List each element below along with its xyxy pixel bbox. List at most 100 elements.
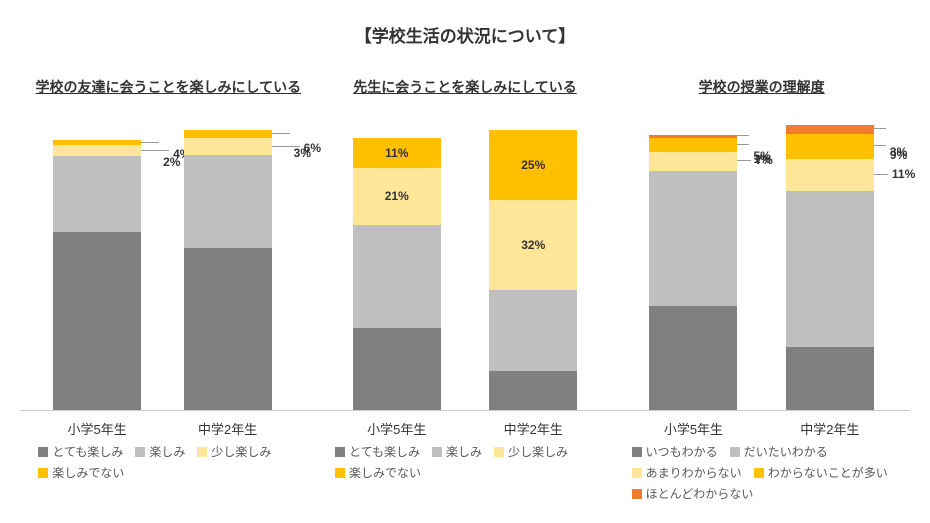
x-axis: 小学5年生 中学2年生	[20, 411, 317, 437]
panel-title: 先生に会うことを楽しみにしている	[353, 65, 577, 109]
legend-swatch	[38, 468, 48, 478]
segment-label: 1%	[753, 152, 770, 166]
x-axis: 小学5年生 中学2年生	[317, 411, 614, 437]
bar-segment	[786, 159, 874, 190]
legend-item: 少し楽しみ	[197, 443, 271, 460]
x-axis: 小学5年生中学2年生	[613, 411, 910, 437]
bar-segment	[184, 155, 272, 247]
callout-line	[874, 128, 886, 129]
legend-label: 少し楽しみ	[508, 443, 568, 460]
legend-item: 楽しみでない	[335, 464, 421, 481]
legend-item: 楽しみ	[432, 443, 482, 460]
bar-segment	[353, 225, 441, 328]
callout-line	[272, 133, 290, 134]
callout-line	[737, 160, 751, 161]
panel-title: 学校の友達に会うことを楽しみにしている	[36, 65, 302, 109]
chart-panel: 学校の授業の理解度7%5%1%11%9%3%小学5年生中学2年生いつもわかるだい…	[613, 65, 910, 502]
legend-swatch	[135, 447, 145, 457]
bar-segment: 11%	[353, 138, 441, 168]
segment-label: 32%	[521, 238, 545, 252]
legend-swatch	[632, 489, 642, 499]
bar-segment	[489, 290, 577, 371]
legend-label: 少し楽しみ	[211, 443, 271, 460]
bar-segment	[649, 306, 737, 411]
bar-segment	[489, 371, 577, 410]
legend-item: 少し楽しみ	[494, 443, 568, 460]
x-axis-label: 中学2年生	[800, 419, 859, 438]
legend-item: あまりわからない	[632, 464, 742, 481]
segment-label: 3%	[294, 146, 311, 160]
bar-segment	[184, 248, 272, 410]
legend-label: だいたいわかる	[744, 443, 828, 460]
x-axis-label: 小学5年生	[68, 419, 127, 438]
bar-segment	[649, 171, 737, 306]
segment-label: 25%	[521, 158, 545, 172]
callout-line	[737, 144, 749, 145]
bar-segment	[786, 125, 874, 134]
callout-line	[141, 150, 169, 151]
legend-item: 楽しみ	[135, 443, 185, 460]
bar: 32% 25%	[489, 130, 577, 410]
callout-line	[874, 174, 888, 175]
bar-segment	[786, 134, 874, 160]
legend-label: わからないことが多い	[768, 464, 888, 481]
legend: とても楽しみ楽しみ 少し楽しみ楽しみでない	[28, 443, 308, 481]
legend-item: わからないことが多い	[754, 464, 888, 481]
bar-segment	[53, 140, 141, 145]
chart-panel: 学校の友達に会うことを楽しみにしている 4%2% 6%3% 小学5年生 中学2年生とても…	[20, 65, 317, 502]
chart-panel: 先生に会うことを楽しみにしている 21% 11% 32% 25% 小学5年生 中学2年生とて…	[317, 65, 614, 502]
bar-segment: 21%	[353, 168, 441, 225]
bar-segment: 25%	[489, 130, 577, 200]
legend-swatch	[38, 447, 48, 457]
legend-swatch	[494, 447, 504, 457]
bar-segment	[649, 135, 737, 138]
bar-segment	[53, 145, 141, 156]
bar-segment	[353, 328, 441, 410]
chart-area: 4%2% 6%3%	[20, 121, 317, 411]
panel-title: 学校の授業の理解度	[699, 65, 825, 109]
x-axis-label: 中学2年生	[198, 419, 257, 438]
x-axis-label: 中学2年生	[504, 419, 563, 438]
bar-segment	[786, 347, 874, 410]
legend-item: だいたいわかる	[730, 443, 828, 460]
callout-line	[737, 135, 749, 136]
legend-item: 楽しみでない	[38, 464, 124, 481]
legend-label: とても楽しみ	[52, 443, 123, 460]
legend-label: あまりわからない	[646, 464, 742, 481]
bar-segment	[53, 156, 141, 232]
legend-label: いつもわかる	[646, 443, 718, 460]
x-axis-label: 小学5年生	[367, 419, 426, 438]
segment-label: 3%	[890, 145, 907, 159]
legend-item: いつもわかる	[632, 443, 718, 460]
segment-label: 11%	[385, 146, 408, 160]
bar-segment	[786, 191, 874, 348]
legend: とても楽しみ 楽しみ 少し楽しみ楽しみでない	[325, 443, 605, 481]
legend: いつもわかる だいたいわかるあまりわからない わからないことが多いほとんどわからない	[622, 443, 902, 502]
bar: 11%9%3%	[786, 125, 874, 410]
bar: 4%2%	[53, 140, 141, 410]
bar-segment	[184, 138, 272, 155]
callout-line	[141, 142, 159, 143]
bar-segment: 32%	[489, 200, 577, 290]
segment-label: 2%	[163, 155, 180, 169]
legend-swatch	[632, 468, 642, 478]
segment-label: 11%	[892, 167, 915, 181]
legend-swatch	[730, 447, 740, 457]
main-title: 【学校生活の状況について】	[0, 0, 930, 65]
legend-label: とても楽しみ	[349, 443, 420, 460]
legend-swatch	[335, 468, 345, 478]
segment-label: 21%	[385, 189, 409, 203]
legend-swatch	[335, 447, 345, 457]
bar-segment	[649, 152, 737, 171]
legend-item: とても楽しみ	[38, 443, 123, 460]
legend-label: 楽しみ	[446, 443, 482, 460]
bar: 6%3%	[184, 130, 272, 410]
chart-area: 7%5%1%11%9%3%	[613, 121, 910, 411]
bar-segment	[649, 138, 737, 152]
callout-line	[874, 145, 886, 146]
legend-label: ほとんどわからない	[646, 485, 754, 502]
legend-swatch	[197, 447, 207, 457]
panels-row: 学校の友達に会うことを楽しみにしている 4%2% 6%3% 小学5年生 中学2年生とても…	[0, 65, 930, 502]
legend-label: 楽しみでない	[349, 464, 421, 481]
legend-label: 楽しみでない	[52, 464, 124, 481]
